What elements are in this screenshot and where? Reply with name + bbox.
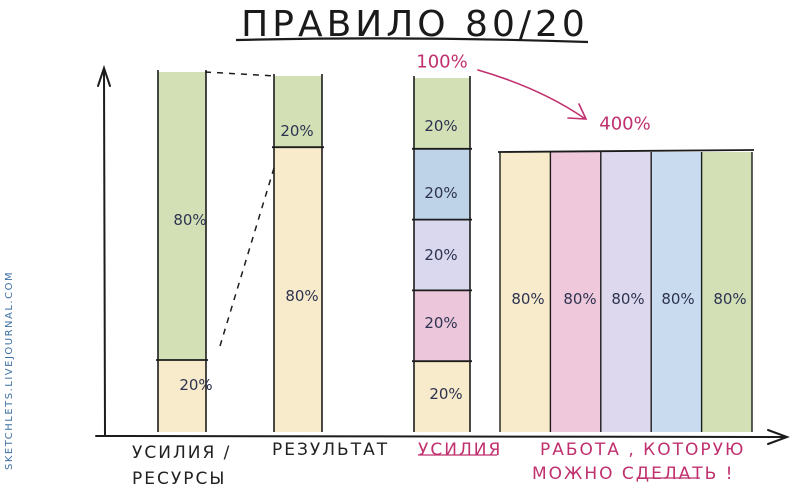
effort-split-segment-5	[414, 361, 470, 432]
effort-split-segment-4	[414, 290, 470, 362]
work-column-1	[500, 152, 551, 432]
result-80-label: 80%	[285, 287, 319, 305]
work-column-2	[550, 152, 601, 432]
effort-split-5-label: 20%	[429, 385, 463, 403]
work-4-label: 80%	[661, 290, 695, 308]
effort-split-bar	[412, 76, 472, 432]
work-1-label: 80%	[511, 290, 545, 308]
effort-resources-segment-1	[158, 72, 206, 360]
effort-split-2-label: 20%	[424, 184, 458, 202]
work-2-label: 80%	[563, 290, 597, 308]
result-20-label: 20%	[280, 122, 314, 140]
effort-resources-bar	[156, 70, 208, 432]
effort-split-segment-2	[414, 148, 470, 220]
effort-split-1-label: 20%	[424, 117, 458, 135]
result-label: РЕЗУЛЬТАТ	[272, 440, 390, 460]
x-axis-arrow	[767, 429, 790, 445]
title-underline	[235, 37, 589, 44]
y-axis-arrow	[97, 64, 111, 87]
growth-arrow	[477, 69, 588, 120]
result-segment-1	[274, 76, 322, 148]
work-total-annotation: 400%	[599, 113, 651, 135]
effort-split-segment-3	[414, 219, 470, 291]
work-top-edge	[497, 149, 755, 153]
work-bars	[497, 149, 755, 432]
effort-resources-20-label: 20%	[179, 376, 213, 394]
effort-split-segment-1	[414, 78, 470, 149]
work-column-5	[701, 152, 752, 432]
x-axis	[95, 435, 787, 438]
work-3-label: 80%	[611, 290, 645, 308]
effort-label: УСИЛИЯ	[418, 440, 503, 460]
effort-total-annotation: 100%	[416, 51, 468, 73]
growth-arrow-line	[477, 69, 585, 119]
effort-split-3-label: 20%	[424, 246, 458, 264]
work-column-4	[651, 152, 702, 432]
work-column-3	[600, 152, 652, 432]
work-label-line1: РАБОТА , КОТОРУЮ	[540, 440, 746, 460]
work-5-label: 80%	[713, 290, 747, 308]
credit-text: SKETCHLETS.LIVEJOURNAL.COM	[4, 270, 15, 470]
effort-resources-label: УСИЛИЯ / РЕСУРСЫ	[132, 443, 232, 489]
effort-split-4-label: 20%	[424, 314, 458, 332]
result-segment-2	[274, 147, 322, 432]
work-label-line2: МОЖНО СДЕЛАТЬ !	[532, 464, 735, 484]
effort-resources-segment-2	[158, 360, 206, 432]
growth-arrow-head	[567, 103, 588, 120]
axes	[95, 64, 790, 445]
y-axis	[103, 69, 106, 437]
effort-resources-80-label: 80%	[173, 211, 207, 229]
result-bar	[272, 74, 324, 432]
